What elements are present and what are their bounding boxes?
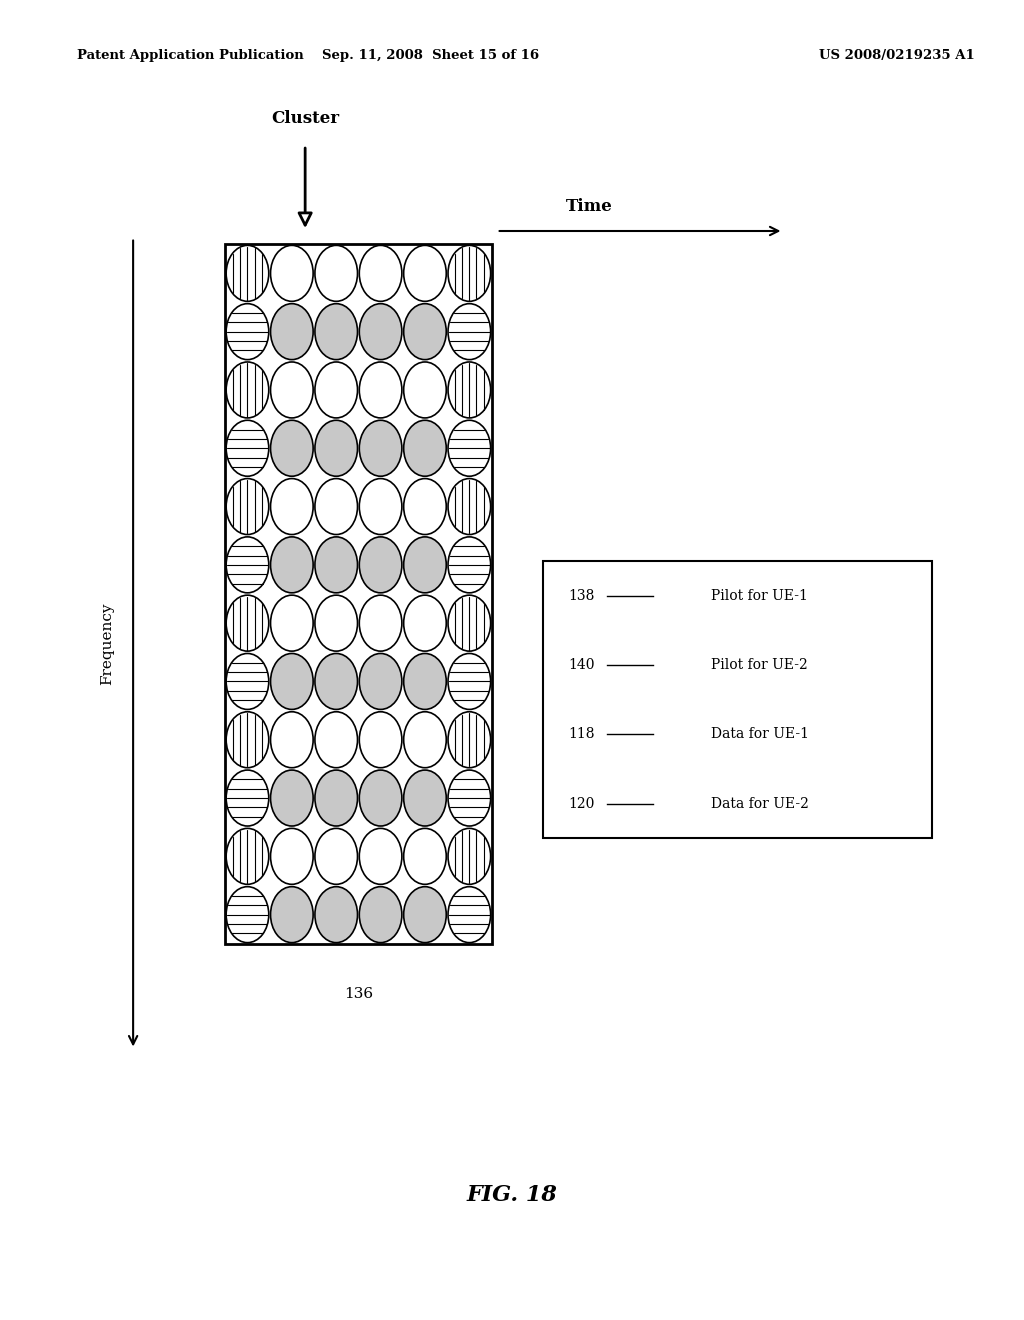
Ellipse shape	[270, 362, 313, 418]
Text: Sep. 11, 2008  Sheet 15 of 16: Sep. 11, 2008 Sheet 15 of 16	[322, 49, 539, 62]
Ellipse shape	[403, 420, 446, 477]
Ellipse shape	[315, 829, 357, 884]
Text: Time: Time	[565, 198, 612, 215]
Ellipse shape	[359, 595, 401, 651]
Ellipse shape	[403, 653, 446, 709]
Ellipse shape	[449, 304, 490, 359]
Text: Data for UE-1: Data for UE-1	[711, 727, 809, 742]
Ellipse shape	[449, 595, 490, 651]
Ellipse shape	[653, 705, 698, 763]
Text: 120: 120	[568, 796, 595, 810]
Ellipse shape	[226, 770, 268, 826]
Ellipse shape	[270, 537, 313, 593]
Ellipse shape	[403, 595, 446, 651]
Ellipse shape	[449, 770, 490, 826]
Ellipse shape	[359, 420, 401, 477]
Ellipse shape	[270, 711, 313, 768]
Ellipse shape	[226, 887, 268, 942]
Ellipse shape	[403, 479, 446, 535]
Ellipse shape	[270, 887, 313, 942]
Ellipse shape	[449, 479, 490, 535]
Text: Patent Application Publication: Patent Application Publication	[77, 49, 303, 62]
Ellipse shape	[403, 246, 446, 301]
Ellipse shape	[226, 420, 268, 477]
Ellipse shape	[653, 636, 698, 694]
Ellipse shape	[315, 246, 357, 301]
Ellipse shape	[403, 304, 446, 359]
Text: Cluster: Cluster	[271, 111, 339, 127]
Ellipse shape	[653, 775, 698, 833]
Ellipse shape	[403, 770, 446, 826]
Ellipse shape	[449, 420, 490, 477]
Ellipse shape	[226, 537, 268, 593]
Ellipse shape	[403, 362, 446, 418]
Ellipse shape	[315, 304, 357, 359]
Ellipse shape	[449, 711, 490, 768]
Ellipse shape	[270, 246, 313, 301]
Ellipse shape	[359, 537, 401, 593]
Ellipse shape	[449, 887, 490, 942]
Text: 140: 140	[568, 657, 595, 672]
Text: 138: 138	[568, 589, 595, 603]
Ellipse shape	[270, 479, 313, 535]
Ellipse shape	[270, 304, 313, 359]
Text: Data for UE-2: Data for UE-2	[711, 796, 809, 810]
Ellipse shape	[315, 537, 357, 593]
Text: Frequency: Frequency	[100, 602, 115, 685]
Ellipse shape	[270, 595, 313, 651]
Ellipse shape	[226, 304, 268, 359]
Text: 118: 118	[568, 727, 595, 742]
Ellipse shape	[315, 479, 357, 535]
Ellipse shape	[315, 887, 357, 942]
Text: Pilot for UE-1: Pilot for UE-1	[711, 589, 808, 603]
Ellipse shape	[359, 829, 401, 884]
Ellipse shape	[315, 770, 357, 826]
Ellipse shape	[653, 566, 698, 624]
Ellipse shape	[449, 362, 490, 418]
Ellipse shape	[226, 595, 268, 651]
Ellipse shape	[449, 537, 490, 593]
Bar	[225, 244, 492, 944]
Text: US 2008/0219235 A1: US 2008/0219235 A1	[819, 49, 975, 62]
Text: FIG. 18: FIG. 18	[467, 1184, 557, 1205]
Ellipse shape	[403, 711, 446, 768]
Ellipse shape	[359, 770, 401, 826]
Ellipse shape	[226, 711, 268, 768]
Ellipse shape	[226, 479, 268, 535]
Text: 136: 136	[344, 987, 373, 1001]
Ellipse shape	[403, 887, 446, 942]
Ellipse shape	[359, 887, 401, 942]
Ellipse shape	[359, 362, 401, 418]
Ellipse shape	[359, 653, 401, 709]
Ellipse shape	[359, 711, 401, 768]
Bar	[543, 561, 932, 838]
Ellipse shape	[359, 479, 401, 535]
Ellipse shape	[359, 246, 401, 301]
Ellipse shape	[449, 829, 490, 884]
Ellipse shape	[403, 829, 446, 884]
Ellipse shape	[315, 362, 357, 418]
Ellipse shape	[359, 304, 401, 359]
Ellipse shape	[270, 829, 313, 884]
Text: Pilot for UE-2: Pilot for UE-2	[711, 657, 807, 672]
Ellipse shape	[226, 829, 268, 884]
Ellipse shape	[270, 770, 313, 826]
Ellipse shape	[315, 595, 357, 651]
Ellipse shape	[270, 420, 313, 477]
Ellipse shape	[403, 537, 446, 593]
Ellipse shape	[449, 246, 490, 301]
Ellipse shape	[315, 711, 357, 768]
Ellipse shape	[315, 653, 357, 709]
Ellipse shape	[449, 653, 490, 709]
Ellipse shape	[315, 420, 357, 477]
Ellipse shape	[226, 653, 268, 709]
Ellipse shape	[226, 362, 268, 418]
Ellipse shape	[226, 246, 268, 301]
Ellipse shape	[270, 653, 313, 709]
